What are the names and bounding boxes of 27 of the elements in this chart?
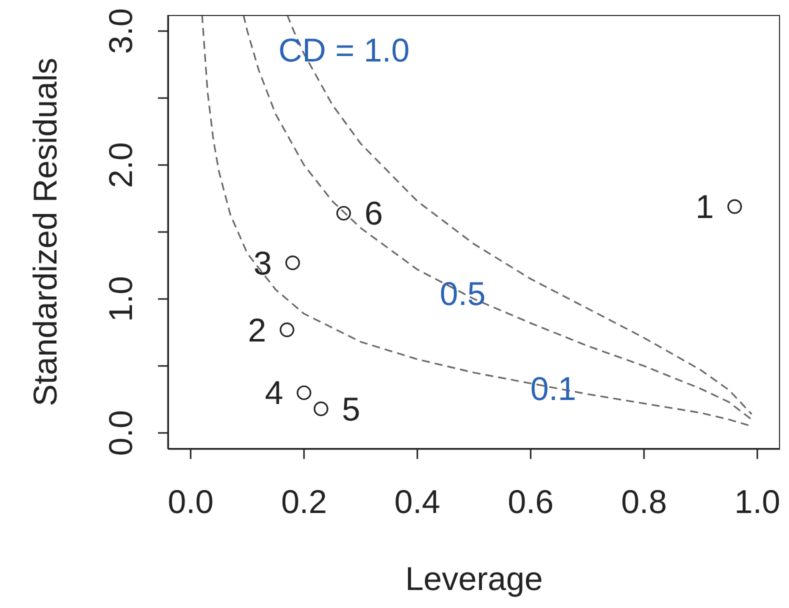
- annotation: 5: [342, 390, 360, 428]
- x-tick-label: 0.4: [394, 483, 440, 520]
- annotation: 0.5: [440, 275, 486, 312]
- x-tick-label: 1.0: [734, 483, 780, 520]
- point: [727, 199, 742, 214]
- point: [296, 385, 312, 400]
- y-tick-label: 1.0: [102, 276, 139, 322]
- series-label: CD = 1.0: [278, 31, 410, 68]
- point: [280, 322, 294, 338]
- point: [336, 206, 351, 221]
- annotation: 1: [695, 188, 714, 226]
- x-axis-title: Leverage: [405, 560, 543, 597]
- y-tick-label: 2.0: [102, 142, 139, 188]
- point: [285, 256, 300, 270]
- y-axis-title: Standardized Residuals: [26, 58, 64, 406]
- x-tick-label: 0.8: [621, 483, 667, 520]
- x-tick-label: 0.0: [168, 483, 214, 520]
- y-tick-label: 0.0: [102, 410, 139, 456]
- point: [314, 402, 328, 416]
- x-tick-label: 0.6: [508, 483, 554, 520]
- annotation: 0.1: [530, 370, 576, 408]
- annotation: 3: [253, 244, 272, 282]
- x-tick-label: 0.2: [281, 483, 327, 520]
- y-tick-label: 3.0: [102, 8, 139, 54]
- annotation: 6: [364, 194, 383, 232]
- annotation: 4: [264, 374, 284, 412]
- annotation: 2: [248, 311, 266, 348]
